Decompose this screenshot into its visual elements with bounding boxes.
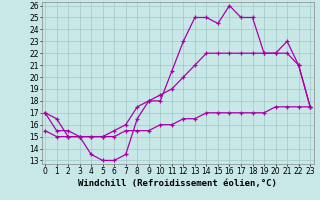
X-axis label: Windchill (Refroidissement éolien,°C): Windchill (Refroidissement éolien,°C) <box>78 179 277 188</box>
